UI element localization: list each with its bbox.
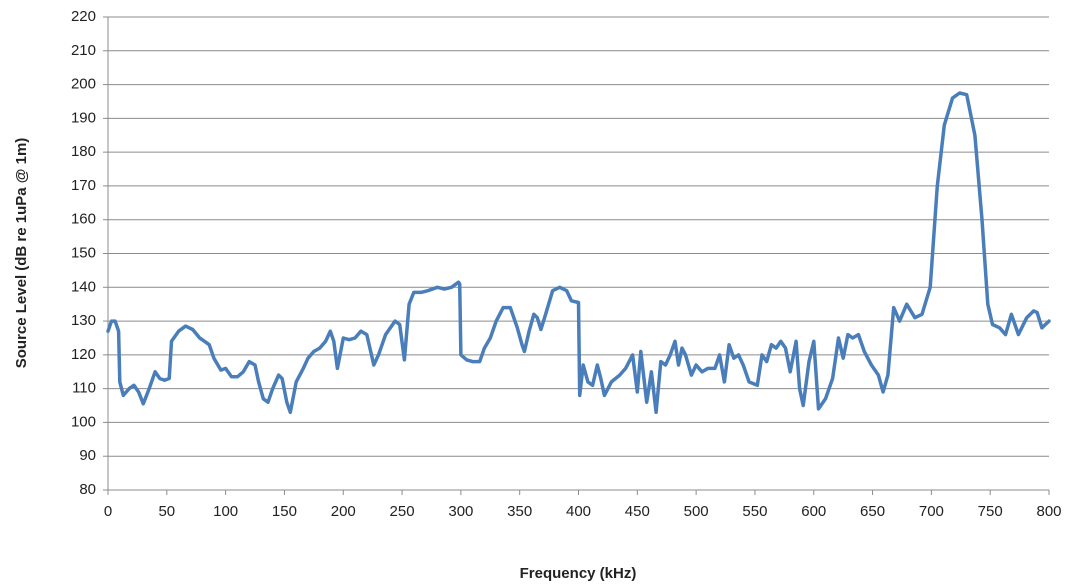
x-tick-label: 800 bbox=[1036, 503, 1061, 520]
x-tick-label: 50 bbox=[158, 503, 175, 520]
y-tick-label: 190 bbox=[71, 109, 96, 126]
x-tick-label: 0 bbox=[104, 503, 112, 520]
y-tick-label: 180 bbox=[71, 143, 96, 160]
x-axis-title: Frequency (kHz) bbox=[520, 565, 637, 582]
x-tick-label: 200 bbox=[331, 503, 356, 520]
y-tick-label: 120 bbox=[71, 346, 96, 363]
x-tick-label: 600 bbox=[801, 503, 826, 520]
x-tick-label: 100 bbox=[213, 503, 238, 520]
y-tick-label: 200 bbox=[71, 76, 96, 93]
y-tick-label: 140 bbox=[71, 278, 96, 295]
y-tick-label: 150 bbox=[71, 244, 96, 261]
y-tick-label: 80 bbox=[79, 481, 96, 498]
y-tick-label: 110 bbox=[72, 380, 96, 397]
x-tick-label: 150 bbox=[272, 503, 297, 520]
x-tick-label: 350 bbox=[507, 503, 532, 520]
y-tick-label: 210 bbox=[71, 42, 96, 59]
x-tick-label: 750 bbox=[978, 503, 1003, 520]
x-tick-label: 450 bbox=[625, 503, 650, 520]
y-tick-label: 160 bbox=[71, 211, 96, 228]
y-tick-label: 220 bbox=[71, 8, 96, 25]
y-tick-label: 130 bbox=[71, 312, 96, 329]
y-axis-title: Source Level (dB re 1uPa @ 1m) bbox=[13, 138, 30, 369]
y-tick-label: 170 bbox=[71, 177, 96, 194]
x-tick-label: 300 bbox=[448, 503, 473, 520]
line bbox=[106, 91, 1051, 415]
y-tick-label: 100 bbox=[71, 413, 96, 430]
x-tick-label: 700 bbox=[919, 503, 944, 520]
x-tick-label: 400 bbox=[566, 503, 591, 520]
x-tick-label: 550 bbox=[742, 503, 767, 520]
x-tick-label: 500 bbox=[684, 503, 709, 520]
x-tick-label: 650 bbox=[860, 503, 885, 520]
y-tick-label: 90 bbox=[79, 447, 96, 464]
x-tick-label: 250 bbox=[390, 503, 415, 520]
